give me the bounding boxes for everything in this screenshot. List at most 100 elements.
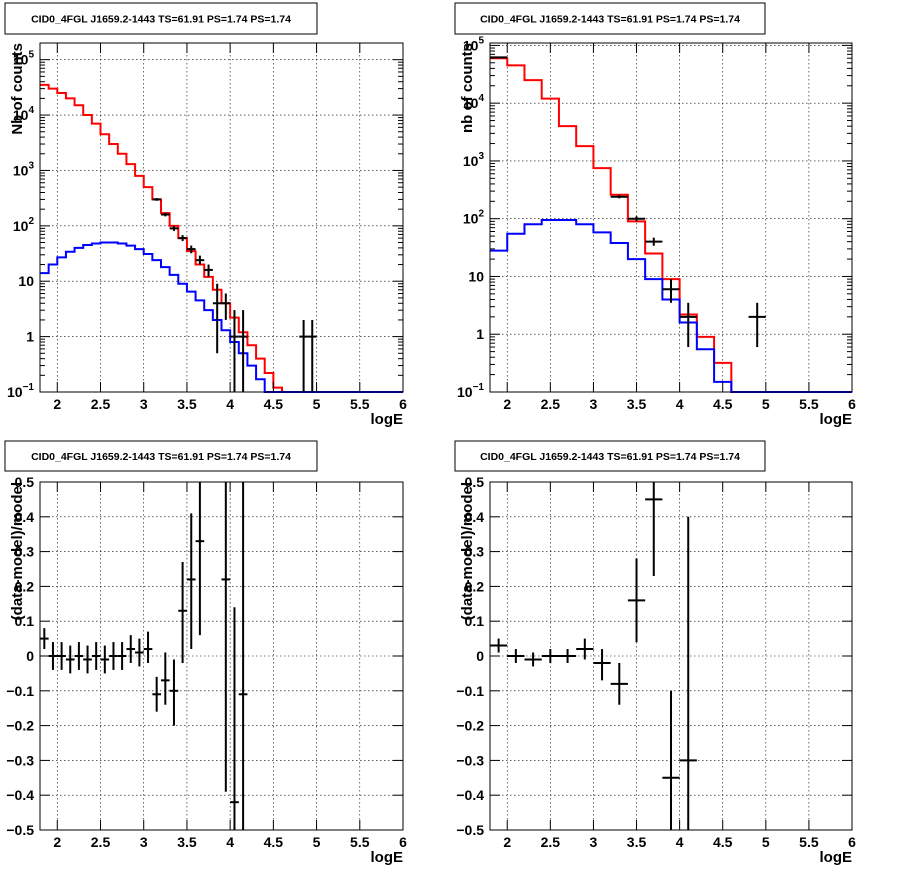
tick-label-x: 6 [848,396,856,412]
tick-exponent: −1 [23,382,35,393]
title-box [454,2,766,35]
tick-base: 10 [463,37,479,53]
tick-exponent: 3 [28,160,34,171]
plot-p1: CID0_4FGL J1659.2-1443 TS=61.91 PS=1.74 … [4,2,407,428]
tick-exponent: 2 [478,209,484,220]
data-point [195,255,205,265]
y-axis-label: nb of counts [459,43,476,133]
tick-label-x: 4 [226,396,234,412]
data-point [662,690,680,830]
plot-frame [489,42,853,393]
tick-label-x: 2.5 [541,834,561,850]
tick-label-x: 5 [762,834,770,850]
tick-label-y: 10−1 [7,382,34,400]
plot-p2: CID0_4FGL J1659.2-1443 TS=61.91 PS=1.74 … [454,2,856,428]
tick-base: 10 [13,107,29,123]
tick-label-y: 0 [476,648,484,664]
tick-label-y: 102 [13,216,35,234]
data-point [212,283,222,354]
tick-label-y: −0.5 [6,822,34,838]
data-point [152,198,161,201]
tick-label-y: 0.3 [465,544,485,560]
data-point [679,516,697,830]
y-axis-label: (data-model)/model [9,482,26,620]
tick-exponent: 5 [478,35,484,46]
tick-label-y: 0.2 [15,578,35,594]
grid-lines [490,43,852,392]
x-axis-label: logE [820,849,853,866]
plot-p3: CID0_4FGL J1659.2-1443 TS=61.91 PS=1.74 … [4,440,407,866]
tick-exponent: 2 [28,216,34,227]
tick-label-y: −0.1 [456,683,484,699]
grid-lines [40,43,403,392]
data-point [135,638,144,667]
tick-label-x: 2 [503,834,511,850]
data-point [593,649,611,681]
tick-label-x: 3 [590,834,598,850]
tick-base: 10 [463,211,479,227]
tick-label-x: 2 [503,396,511,412]
chart-title: CID0_4FGL J1659.2-1443 TS=61.91 PS=1.74 … [31,14,291,26]
tick-label-y: 102 [463,209,485,227]
tick-label-x: 4.5 [713,396,733,412]
tick-label-x: 6 [848,834,856,850]
tick-label-y: 10−1 [457,382,484,400]
data-point [109,642,118,670]
x-axis-label: logE [371,849,404,866]
tick-base: 10 [7,384,23,400]
tick-label-x: 4.5 [264,834,284,850]
data-points [40,482,248,830]
tick-label-y: 104 [463,93,485,111]
tick-label-x: 5 [313,834,321,850]
tick-base: 10 [463,95,479,111]
tick-label-y: −0.2 [6,718,34,734]
tick-base: 10 [457,384,473,400]
tick-label-y: −0.5 [456,822,484,838]
data-point [117,642,127,670]
tick-label-y: 10 [18,273,34,289]
data-points [490,482,697,830]
tick-base: 10 [463,153,479,169]
tick-label-x: 2.5 [91,834,111,850]
tick-label-x: 3 [140,396,148,412]
tick-label-x: 4 [676,396,684,412]
tick-base: 10 [13,218,29,234]
tick-label-x: 3.5 [177,834,197,850]
tick-exponent: 5 [28,50,34,61]
tick-label-y: 0.4 [15,509,35,525]
tick-label-x: 2 [53,396,61,412]
tick-label-x: 2.5 [541,396,561,412]
tick-label-x: 4 [226,834,234,850]
data-point [83,645,92,674]
data-point [230,310,239,392]
chart-title: CID0_4FGL J1659.2-1443 TS=61.91 PS=1.74 … [31,451,291,463]
tick-label-y: 0.5 [15,474,35,490]
tick-label-x: 3.5 [627,834,647,850]
data-point [748,302,766,348]
chart-title: CID0_4FGL J1659.2-1443 TS=61.91 PS=1.74 … [480,451,740,463]
tick-label-x: 4.5 [264,396,284,412]
data-point [40,628,49,650]
tick-label-y: −0.1 [6,683,34,699]
tick-exponent: −1 [473,382,485,393]
data-point [204,264,213,277]
tick-label-y: 105 [463,35,485,53]
tick-label-y: 1 [26,329,34,345]
tick-label-x: 6 [399,834,407,850]
tick-label-x: 3.5 [177,396,197,412]
y-axis-label: (data-model)/model [459,482,476,620]
x-axis-label: logE [371,411,404,428]
data-point [610,662,628,705]
plot-p4: CID0_4FGL J1659.2-1443 TS=61.91 PS=1.74 … [454,440,856,866]
tick-label-x: 3.5 [627,396,647,412]
title-box [4,2,318,35]
tick-label-x: 5.5 [350,396,370,412]
tick-label-x: 5 [762,396,770,412]
tick-label-y: −0.3 [6,752,34,768]
tick-label-y: 0.1 [15,613,35,629]
data-points [152,198,317,392]
data-point [490,638,508,653]
data-point [161,212,170,217]
tick-label-x: 5 [313,396,321,412]
